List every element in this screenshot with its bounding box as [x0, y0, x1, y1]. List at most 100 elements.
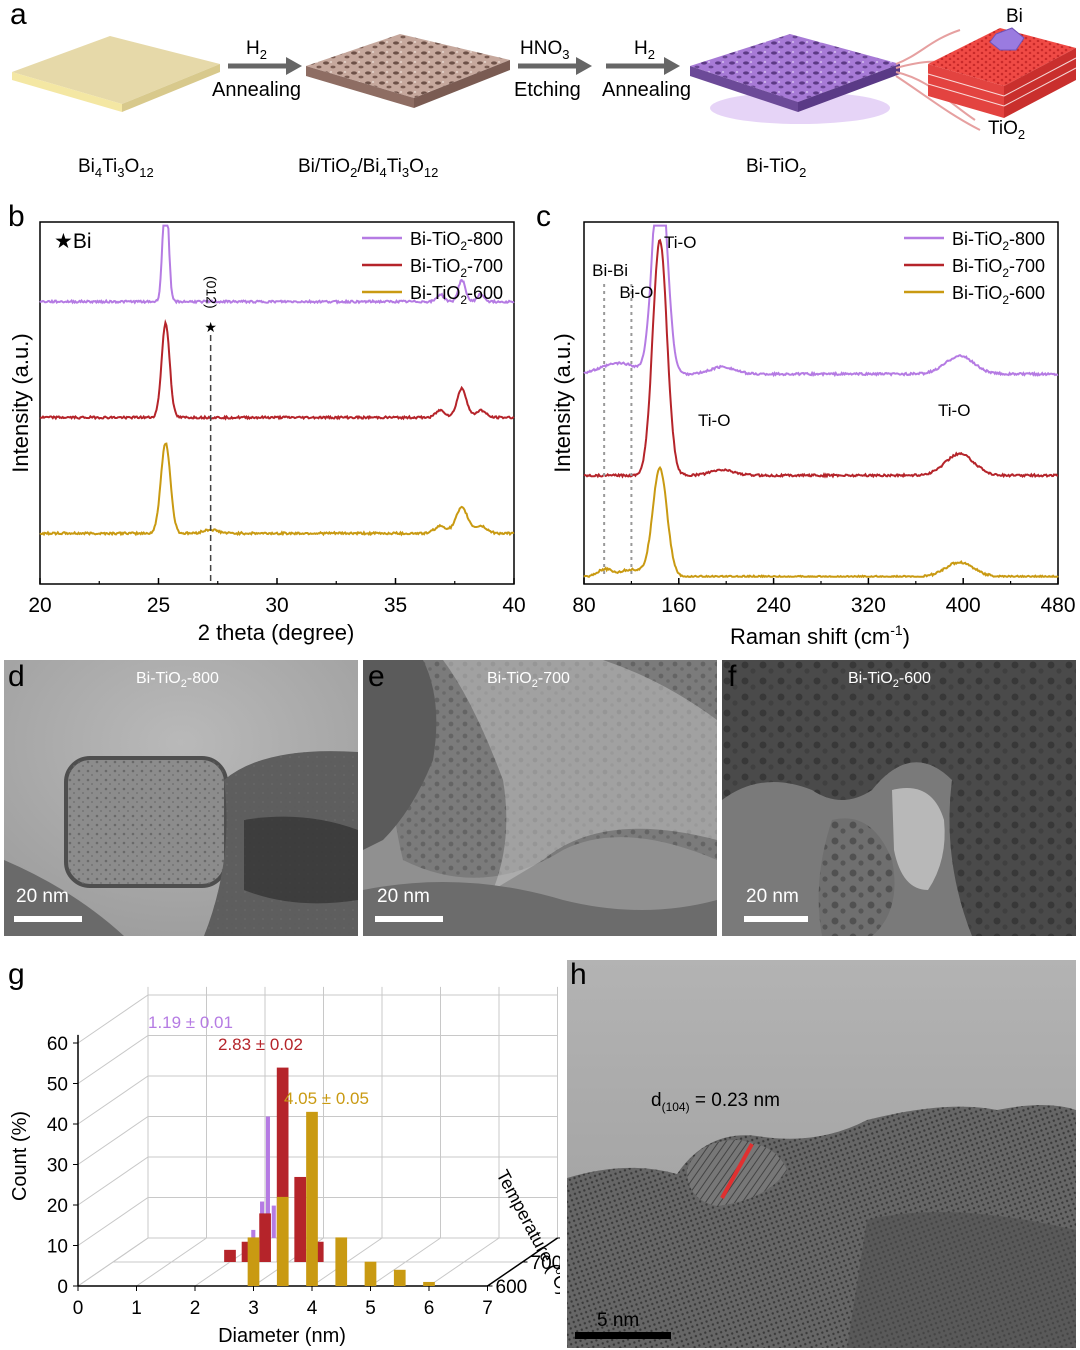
x-tick-label: 400	[946, 594, 981, 617]
series-line-Bi-TiO2-700	[39, 318, 515, 421]
series-label-600: 4.05 ± 0.05	[284, 1089, 369, 1108]
reference-star: ★	[204, 319, 217, 335]
histogram-bar-800	[271, 1205, 276, 1238]
x-tick-label: 0	[73, 1298, 84, 1319]
scale-label-d: 20 nm	[16, 886, 69, 907]
scale-label-e: 20 nm	[377, 886, 430, 907]
d-spacing-label: d(104) = 0.23 nm	[651, 1090, 780, 1114]
bi-particle	[989, 27, 1025, 51]
x-tick-label: 240	[756, 594, 791, 617]
scale-bar-f	[744, 916, 808, 922]
x-tick-label: 160	[661, 594, 696, 617]
grid-line	[370, 986, 441, 1287]
y-tick-label: 20	[47, 1196, 68, 1217]
x-tick-label: 4	[307, 1298, 318, 1319]
histogram-bar-600	[335, 1237, 348, 1286]
y-tick-label: 40	[47, 1115, 68, 1136]
y-tick-label: 30	[47, 1156, 68, 1177]
panel-label-a: a	[10, 0, 27, 31]
histogram-bar-700	[259, 1213, 271, 1262]
grid-line	[77, 994, 558, 1044]
intermediate-slab	[306, 34, 510, 108]
peak-annotation: Ti-O	[664, 233, 696, 252]
bi-marker-legend: ★Bi	[54, 230, 92, 253]
y-axis-label: Intensity (a.u.)	[8, 333, 33, 472]
panel-label-e: e	[368, 660, 385, 693]
material-precursor: Bi4Ti3O12	[78, 156, 154, 180]
histogram-bar-700	[294, 1176, 307, 1262]
step3-action: Annealing	[602, 79, 691, 101]
step1-action: Annealing	[212, 79, 301, 101]
x-tick-label: 1	[131, 1298, 142, 1319]
histogram-bar-600	[247, 1237, 260, 1286]
x-tick-label: 40	[502, 594, 525, 617]
z-tick-label: 600	[496, 1277, 528, 1298]
tem-image-d: Bi-TiO2-800 20 nm	[4, 660, 358, 936]
panel-label-h: h	[570, 958, 587, 991]
inset-block	[927, 27, 1077, 118]
grid-line	[77, 1156, 558, 1206]
x-tick-label: 6	[424, 1298, 435, 1319]
step2-action: Etching	[514, 79, 581, 101]
series-line-Bi-TiO2-600	[583, 465, 1059, 579]
x-tick-label: 20	[28, 594, 51, 617]
y-tick-label: 10	[47, 1237, 68, 1258]
legend-entry: Bi-TiO2-600	[410, 283, 503, 307]
x-tick-label: 25	[147, 594, 170, 617]
histogram-bar-700	[241, 1241, 254, 1262]
x-axis-label: 2 theta (degree)	[198, 620, 355, 645]
tem-title-f: Bi-TiO2-600	[848, 670, 931, 691]
legend-entry: Bi-TiO2-800	[410, 229, 503, 253]
legend-entry: Bi-TiO2-700	[952, 256, 1045, 280]
series-line-Bi-TiO2-600	[39, 442, 515, 537]
y-axis-label: Count (%)	[9, 1111, 31, 1201]
grid-line	[77, 1035, 558, 1084]
scale-bar-h	[575, 1332, 671, 1339]
tem-image-e: Bi-TiO2-700 20 nm	[363, 660, 717, 936]
scale-label-f: 20 nm	[746, 886, 799, 907]
precursor-slab	[12, 36, 220, 112]
grid	[77, 986, 558, 1287]
diameter-histogram: 012345670102030405060600700800Diameter (…	[9, 986, 560, 1347]
legend-entry: Bi-TiO2-700	[410, 256, 503, 280]
tem-title-e: Bi-TiO2-700	[487, 670, 570, 691]
x-tick-label: 480	[1040, 594, 1075, 617]
grid-line	[77, 986, 149, 1287]
panel-label-g: g	[8, 958, 25, 991]
scale-label-h: 5 nm	[597, 1310, 640, 1331]
x-tick-label: 2	[190, 1298, 201, 1319]
grid-line	[77, 1197, 558, 1246]
histogram-bar-700	[224, 1249, 236, 1262]
legend-entry: Bi-TiO2-600	[952, 283, 1045, 307]
histogram-bar-600	[393, 1269, 406, 1286]
arrow-1	[228, 57, 302, 75]
series-line-Bi-TiO2-800	[583, 224, 1059, 378]
series-label-700: 2.83 ± 0.02	[218, 1035, 303, 1054]
reference-label: Bi-Bi	[592, 261, 628, 280]
scale-bar-e	[375, 916, 443, 922]
inset-tio2-label: TiO2	[988, 118, 1025, 142]
arrow-3	[606, 57, 680, 75]
tem-image-f: Bi-TiO2-600 20 nm	[722, 660, 1076, 936]
grid-line	[77, 1075, 558, 1125]
tem-title-d: Bi-TiO2-800	[136, 670, 219, 691]
x-tick-label: 35	[384, 594, 407, 617]
inset-bi-label: Bi	[1006, 6, 1023, 27]
x-tick-label: 5	[365, 1298, 376, 1319]
histogram-bar-700	[276, 1067, 289, 1262]
y-tick-label: 50	[47, 1075, 68, 1096]
arrow-2	[518, 57, 592, 75]
synthesis-scheme: Bi TiO2 H2 Annealing HNO3 Etching H2 Ann…	[12, 6, 1077, 180]
panel-label-f: f	[728, 660, 737, 693]
lattice-spacing-marker	[720, 1143, 754, 1199]
series-label-800: 1.19 ± 0.01	[148, 1013, 233, 1032]
grid-line	[77, 1116, 558, 1165]
step2-gas: HNO3	[520, 38, 569, 62]
reference-label: (012)	[204, 276, 220, 309]
legend-entry: Bi-TiO2-800	[952, 229, 1045, 253]
y-axis-label: Intensity (a.u.)	[550, 333, 575, 472]
series-line-Bi-TiO2-800	[39, 224, 515, 305]
x-tick-label: 3	[248, 1298, 259, 1319]
series-line-Bi-TiO2-700	[583, 238, 1059, 479]
peak-annotation: Ti-O	[698, 411, 730, 430]
